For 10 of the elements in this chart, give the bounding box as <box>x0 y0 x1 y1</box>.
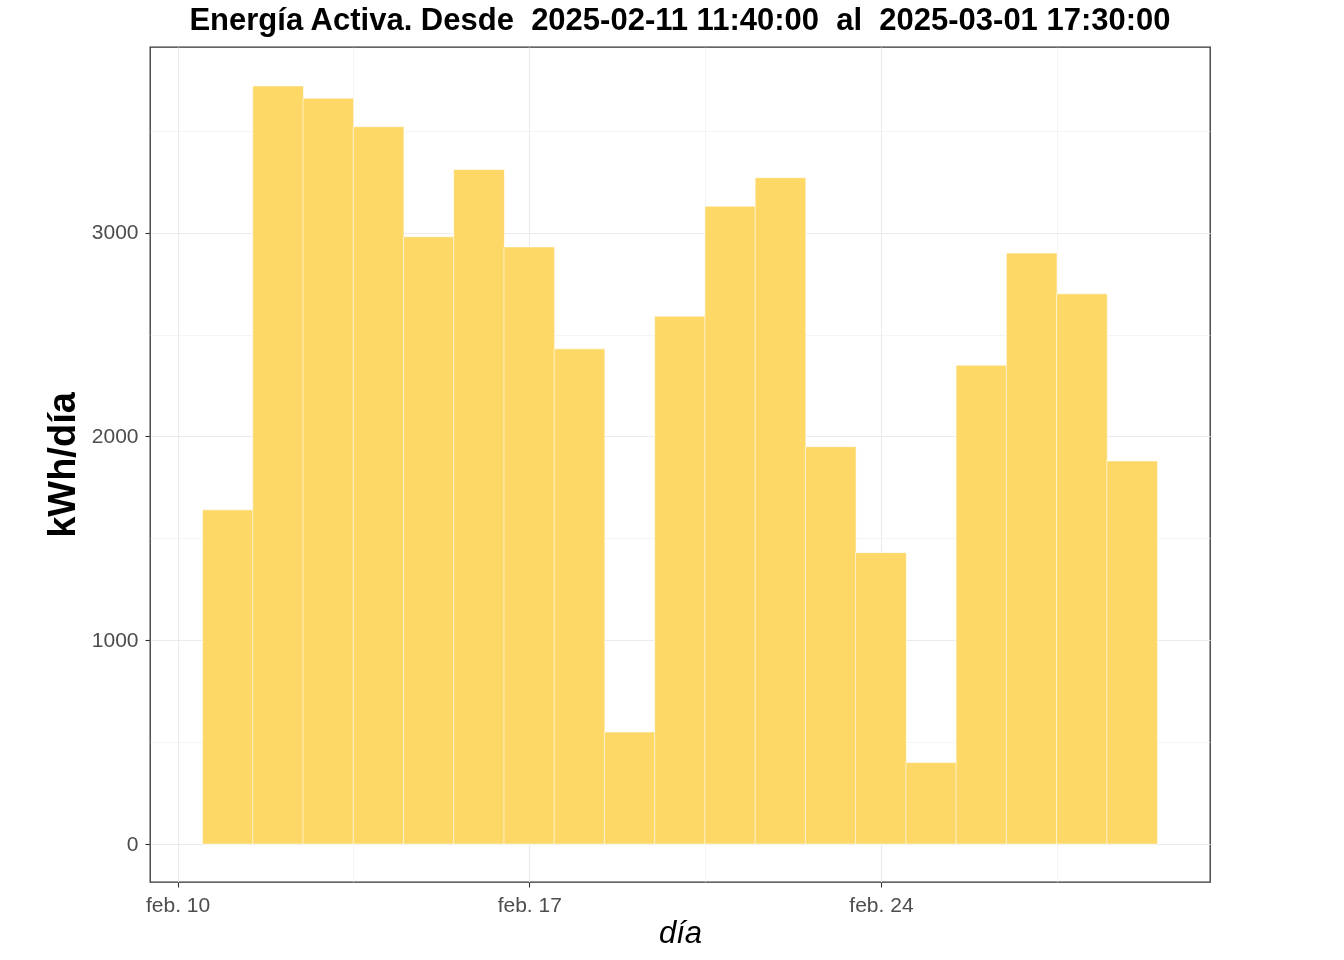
y-tick-label: 1000 <box>91 627 139 651</box>
x-tick-label: feb. 10 <box>145 892 211 916</box>
y-axis-title: kWh/día <box>40 391 83 538</box>
x-tick-label: feb. 24 <box>849 892 914 916</box>
y-tick-label: 2000 <box>91 423 139 447</box>
y-tick-label: 3000 <box>91 220 139 244</box>
x-axis-title: día <box>658 914 703 950</box>
chart-title: Energía Activa. Desde 2025-02-11 11:40:00 al 2025-03-01 17:30:00 <box>189 2 1171 37</box>
x-tick-label: feb. 17 <box>497 892 562 916</box>
y-tick-label: 0 <box>126 831 139 855</box>
